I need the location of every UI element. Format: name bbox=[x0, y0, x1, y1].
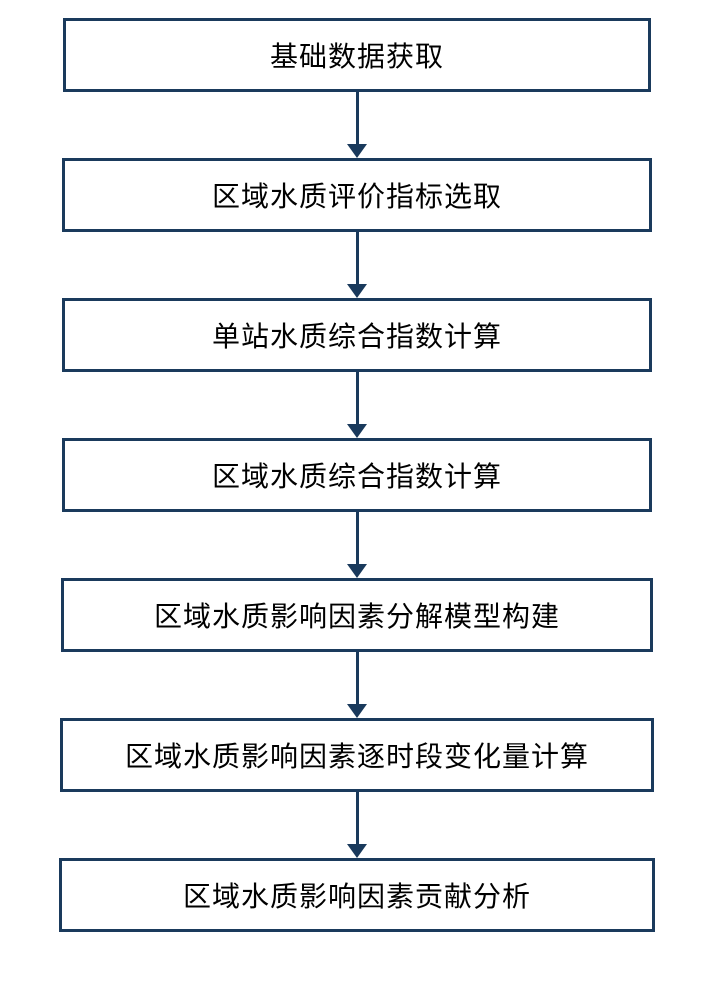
node-3-label: 单站水质综合指数计算 bbox=[212, 315, 502, 355]
node-2-label: 区域水质评价指标选取 bbox=[212, 175, 502, 215]
arrow-line bbox=[356, 232, 359, 284]
flowchart-node-5: 区域水质影响因素分解模型构建 bbox=[61, 578, 653, 652]
arrow-1 bbox=[347, 92, 367, 158]
arrow-head-icon bbox=[347, 144, 367, 158]
node-7-label: 区域水质影响因素贡献分析 bbox=[183, 875, 531, 915]
arrow-4 bbox=[347, 512, 367, 578]
arrow-head-icon bbox=[347, 564, 367, 578]
node-4-label: 区域水质综合指数计算 bbox=[212, 455, 502, 495]
node-1-label: 基础数据获取 bbox=[270, 35, 444, 75]
arrow-line bbox=[356, 372, 359, 424]
arrow-head-icon bbox=[347, 704, 367, 718]
arrow-head-icon bbox=[347, 284, 367, 298]
arrow-line bbox=[356, 512, 359, 564]
arrow-line bbox=[356, 652, 359, 704]
arrow-line bbox=[356, 792, 359, 844]
flowchart-node-3: 单站水质综合指数计算 bbox=[62, 298, 652, 372]
arrow-6 bbox=[347, 792, 367, 858]
arrow-head-icon bbox=[347, 424, 367, 438]
flowchart-node-7: 区域水质影响因素贡献分析 bbox=[59, 858, 655, 932]
arrow-line bbox=[356, 92, 359, 144]
flowchart-node-2: 区域水质评价指标选取 bbox=[62, 158, 652, 232]
arrow-5 bbox=[347, 652, 367, 718]
flowchart-node-4: 区域水质综合指数计算 bbox=[62, 438, 652, 512]
arrow-head-icon bbox=[347, 844, 367, 858]
node-6-label: 区域水质影响因素逐时段变化量计算 bbox=[125, 735, 589, 775]
node-5-label: 区域水质影响因素分解模型构建 bbox=[154, 595, 560, 635]
arrow-2 bbox=[347, 232, 367, 298]
flowchart-node-6: 区域水质影响因素逐时段变化量计算 bbox=[60, 718, 654, 792]
flowchart-node-1: 基础数据获取 bbox=[63, 18, 651, 92]
flowchart-container: 基础数据获取 区域水质评价指标选取 单站水质综合指数计算 区域水质综合指数计算 … bbox=[0, 0, 714, 950]
arrow-3 bbox=[347, 372, 367, 438]
